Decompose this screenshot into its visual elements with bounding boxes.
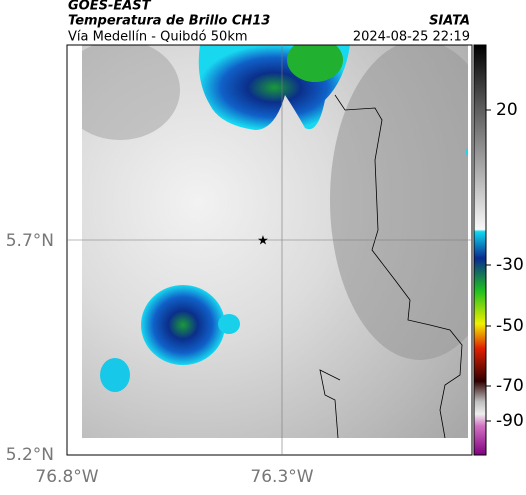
satellite-image <box>82 45 468 438</box>
timestamp: 2024-08-25 22:19 <box>353 30 470 45</box>
colorbar-ticks: 20 -30 -50 -70 -90 <box>486 100 524 431</box>
title: GOES-EAST <box>68 0 152 14</box>
station-marker: ★ <box>257 234 269 249</box>
lat-label: 5.7°N <box>6 231 54 251</box>
colorbar-label: -70 <box>496 376 524 396</box>
colorbar <box>473 44 487 456</box>
colorbar-label: -90 <box>496 411 524 431</box>
lat-label: 5.2°N <box>6 445 54 465</box>
colorbar-label: -30 <box>496 255 524 275</box>
colorbar-label: -50 <box>496 316 524 336</box>
lon-label: 76.8°W <box>35 467 98 487</box>
map-frame <box>66 44 473 456</box>
subtitle: Temperatura de Brillo CH13 <box>68 14 270 29</box>
colorbar-label: 20 <box>496 100 518 120</box>
lon-label: 76.3°W <box>250 467 313 487</box>
source: SIATA <box>429 14 470 29</box>
region: Vía Medellín - Quibdó 50km <box>68 30 248 45</box>
